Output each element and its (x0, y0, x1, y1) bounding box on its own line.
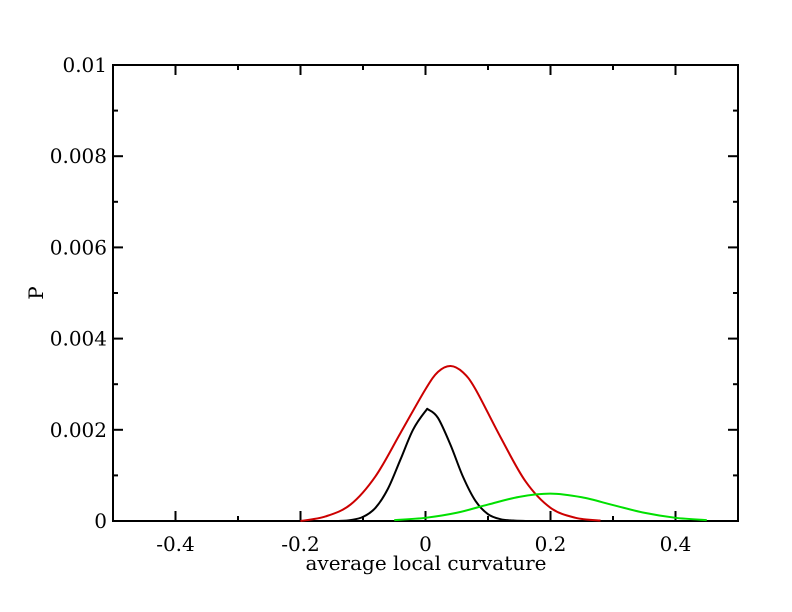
x-tick-label: 0.4 (660, 532, 692, 556)
series-line-2 (300, 364, 601, 522)
y-axis-ticks: 0 0.002 0.004 0.006 0.008 0.01 (50, 53, 738, 533)
x-tick-label: -0.2 (281, 532, 320, 556)
y-tick-label: 0.006 (50, 235, 107, 259)
x-axis-ticks: -0.4 -0.2 0 0.2 0.4 (112, 65, 739, 556)
y-tick-label: 0.002 (50, 418, 107, 442)
x-axis-label: average local curvature (305, 551, 546, 575)
x-tick-label: 0.2 (535, 532, 567, 556)
plot-frame (112, 64, 739, 522)
series-line-1 (337, 407, 526, 522)
x-tick-label: -0.4 (156, 532, 195, 556)
y-axis-label: P (24, 286, 48, 299)
series-line-3 (394, 492, 707, 522)
y-tick-label: 0.004 (50, 327, 107, 351)
x-tick-label: 0 (419, 532, 432, 556)
y-tick-label: 0.008 (50, 144, 107, 168)
plot-border (112, 64, 739, 522)
y-tick-label: 0.01 (62, 53, 107, 77)
y-tick-label: 0 (94, 509, 107, 533)
series-layer (300, 364, 707, 522)
